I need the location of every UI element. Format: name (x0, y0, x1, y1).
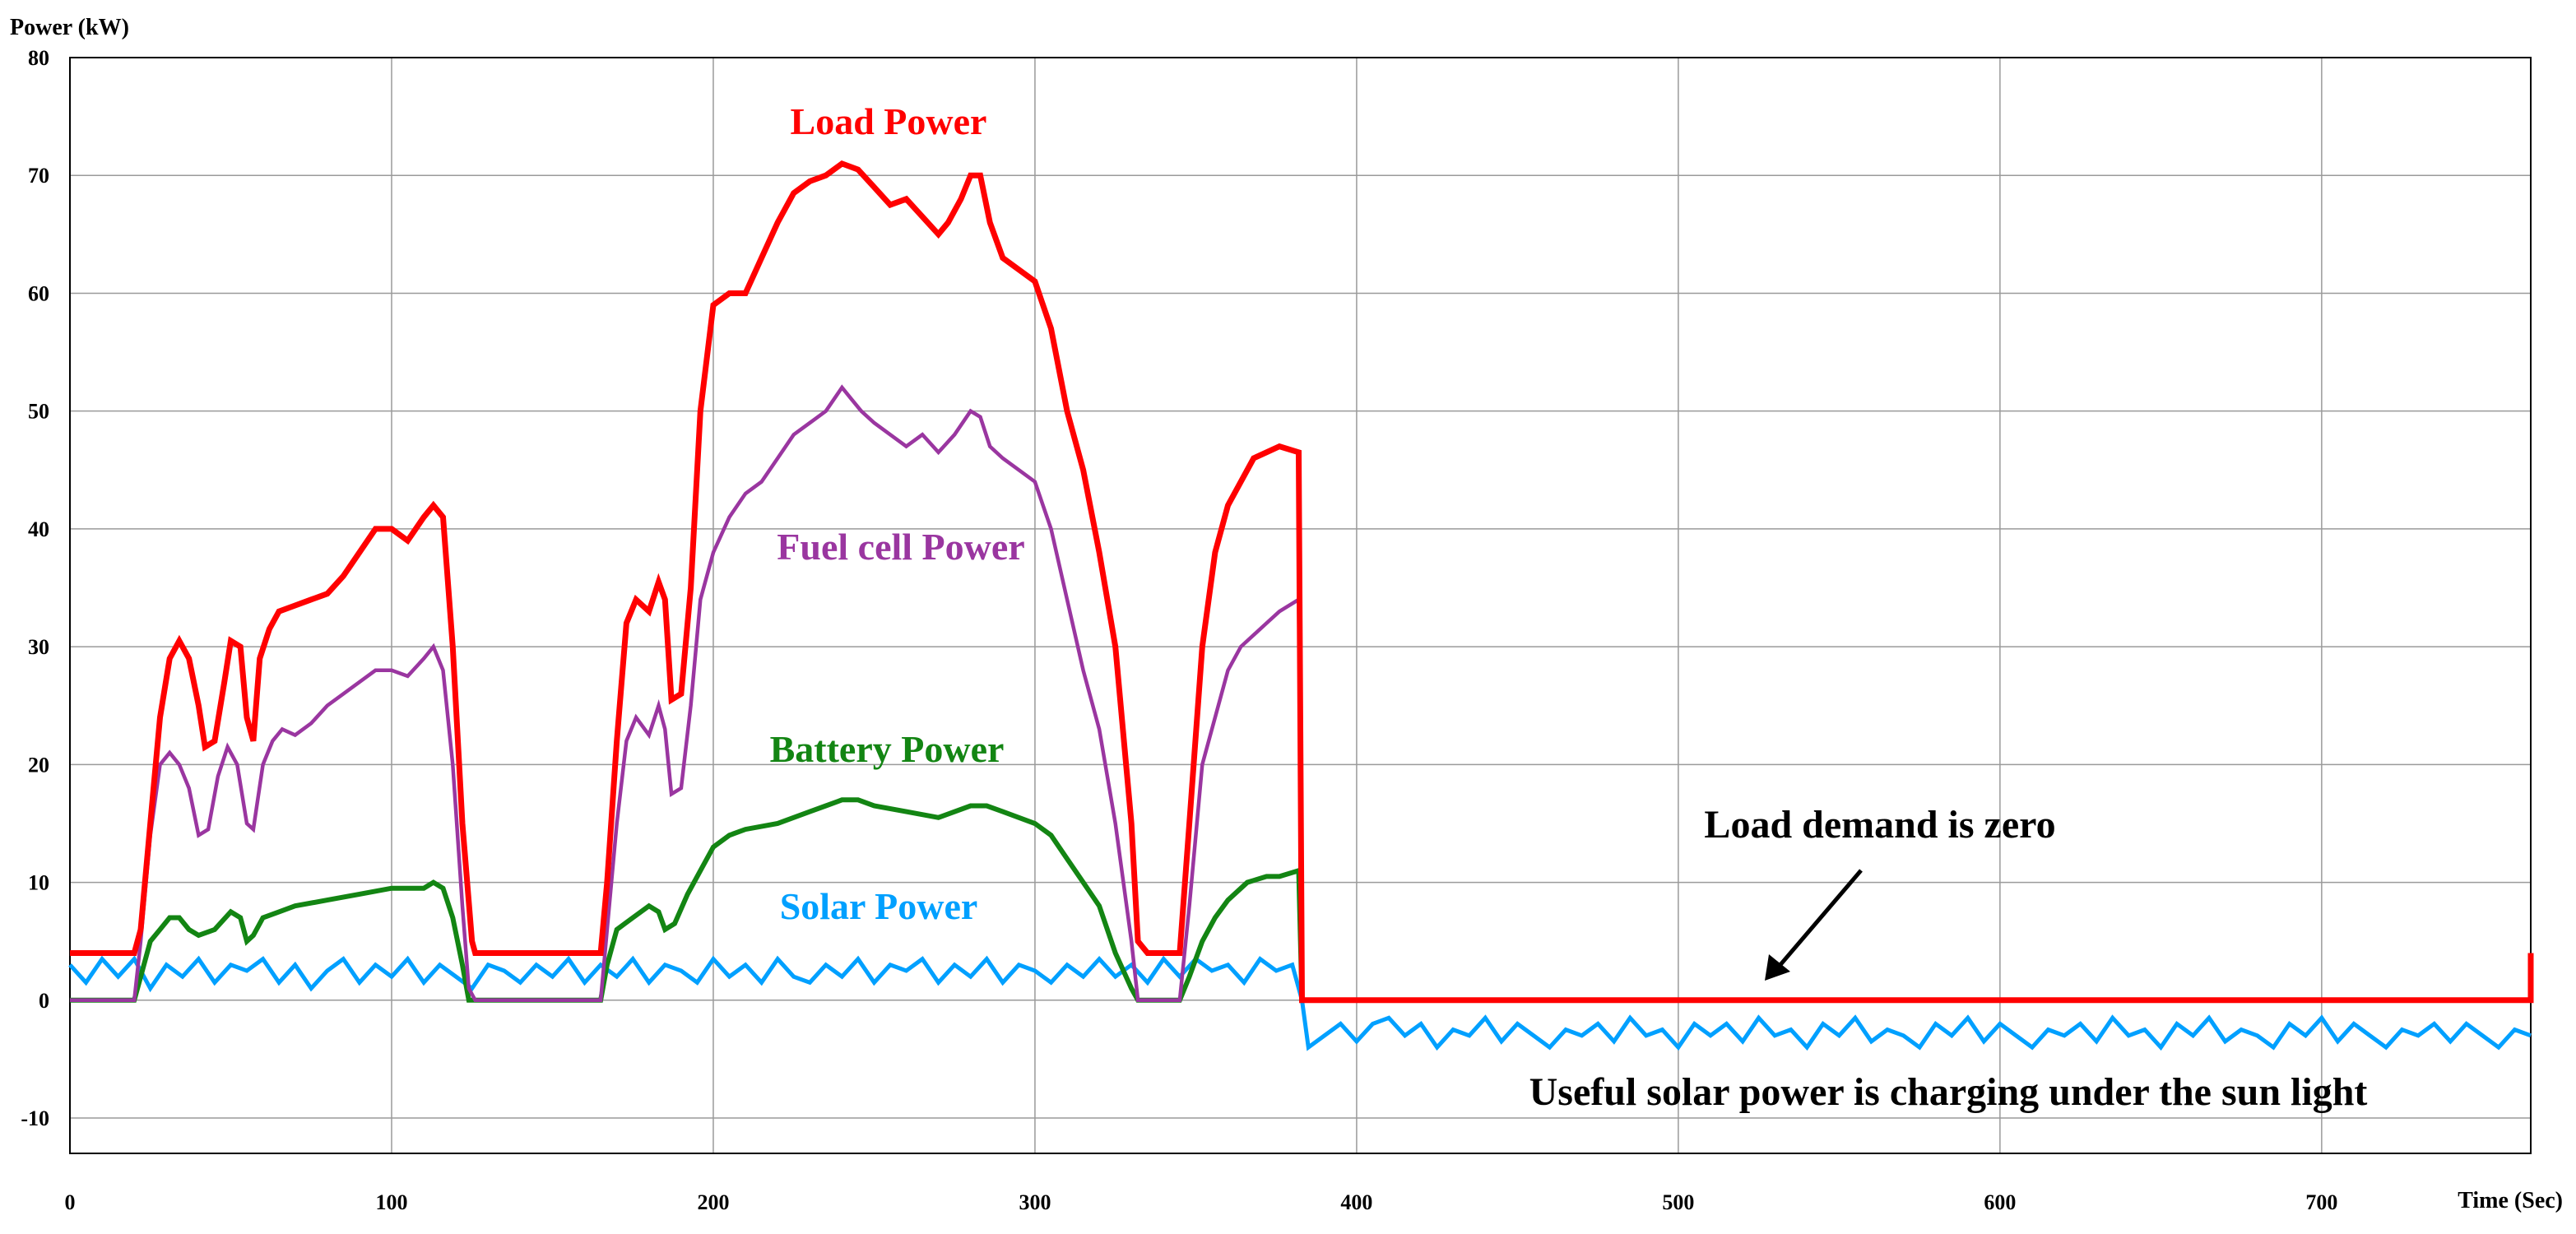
label-fuel-cell-power: Fuel cell Power (777, 526, 1024, 568)
x-tick-label: 400 (1340, 1190, 1372, 1214)
series-load-power (70, 160, 2534, 1004)
plot-frame (69, 57, 2532, 1154)
x-tick-label: 700 (2305, 1190, 2337, 1214)
x-axis-title: Time (Sec) (2458, 1188, 2563, 1213)
annotation-load-demand-zero: Load demand is zero (1704, 803, 2055, 847)
y-tick-label: 30 (28, 635, 49, 659)
x-tick-label: 0 (65, 1190, 76, 1214)
label-load-power: Load Power (791, 100, 987, 142)
y-tick-label: 40 (28, 517, 49, 541)
series-fuel-cell-power (70, 384, 2531, 1003)
label-solar-power: Solar Power (780, 885, 978, 927)
tick-labels: 0 100 200 300 400 500 600 70080706050403020100-… (21, 46, 2337, 1214)
x-tick-label: 200 (697, 1190, 729, 1214)
x-tick-label: 500 (1662, 1190, 1694, 1214)
y-tick-label: 60 (28, 281, 49, 305)
x-tick-label: 300 (1019, 1190, 1051, 1214)
label-battery-power: Battery Power (770, 728, 1005, 770)
annotation-arrow (1765, 869, 1863, 981)
annotation-solar-charging: Useful solar power is charging under the… (1529, 1070, 2368, 1114)
y-tick-label: -10 (21, 1106, 49, 1130)
series-lines (68, 160, 2534, 1051)
x-tick-label: 600 (1984, 1190, 2016, 1214)
y-tick-label: 20 (28, 753, 49, 777)
y-tick-label: 10 (28, 871, 49, 895)
y-tick-label: 80 (28, 46, 49, 70)
y-tick-label: 70 (28, 164, 49, 188)
y-tick-label: 50 (28, 400, 49, 424)
x-tick-label: 100 (375, 1190, 407, 1214)
y-axis-title: Power (kW) (10, 15, 129, 40)
y-tick-label: 0 (39, 989, 49, 1013)
